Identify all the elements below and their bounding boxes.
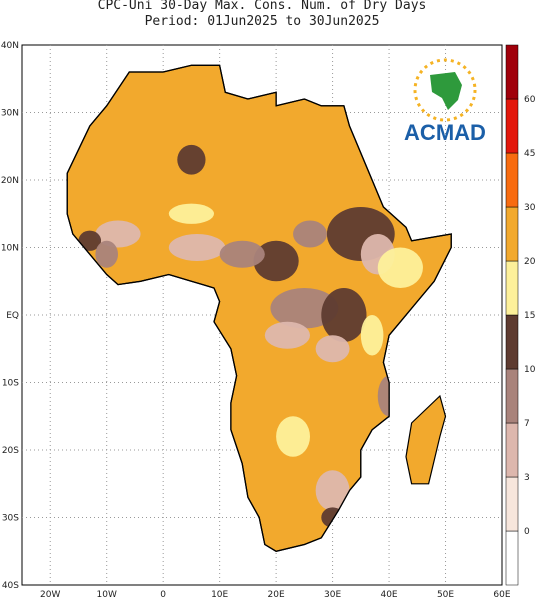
madagascar xyxy=(405,394,447,485)
logo-text: ACMAD xyxy=(404,120,486,145)
x-tick-label: 50E xyxy=(437,590,454,600)
dry-days-patch xyxy=(95,220,141,248)
colorbar-segment xyxy=(505,260,519,316)
x-tick-label: 10E xyxy=(211,590,228,600)
colorbar-segment xyxy=(505,476,519,532)
x-tick-label: 20E xyxy=(268,590,285,600)
dry-days-patch xyxy=(293,220,327,248)
x-tick-label: 30E xyxy=(324,590,341,600)
acmad-logo: ACMAD xyxy=(404,58,486,145)
colorbar-segment xyxy=(505,206,519,262)
colorbar-label: 7 xyxy=(524,419,530,429)
colorbar-label: 15 xyxy=(524,311,535,321)
colorbar-segment xyxy=(505,368,519,424)
dry-days-patch xyxy=(315,470,350,511)
colorbar-label: 30 xyxy=(524,203,536,213)
y-tick-label: 10N xyxy=(1,244,19,254)
map-title: CPC-Uni 30-Day Max. Cons. Num. of Dry Da… xyxy=(98,0,427,13)
dry-days-patch xyxy=(78,230,102,251)
colorbar-segment xyxy=(505,422,519,478)
dry-days-patch xyxy=(177,144,206,175)
dry-days-patch xyxy=(95,240,119,268)
dry-days-patch xyxy=(253,240,299,282)
x-tick-label: 20W xyxy=(40,590,60,600)
colorbar-label: 60 xyxy=(524,95,536,105)
colorbar-label: 0 xyxy=(524,527,530,537)
dry-days-patch xyxy=(168,203,215,224)
colorbar-segment xyxy=(505,98,519,154)
dry-days-patch xyxy=(315,335,350,363)
y-tick-label: 20N xyxy=(1,176,19,186)
dry-days-patch xyxy=(264,321,311,349)
y-tick-label: 30S xyxy=(2,514,19,524)
coastline xyxy=(66,64,452,552)
x-tick-label: 0 xyxy=(160,590,166,600)
colorbar-label: 10 xyxy=(524,365,536,375)
y-tick-label: 40N xyxy=(1,41,19,51)
colorbar-segment xyxy=(505,152,519,208)
y-tick-label: 40S xyxy=(2,581,19,591)
dry-days-patch xyxy=(219,240,265,268)
map-subtitle: Period: 01Jun2025 to 30Jun2025 xyxy=(145,14,380,29)
colorbar-segment xyxy=(505,530,519,586)
y-tick-label: 10S xyxy=(2,379,19,389)
dry-days-patch xyxy=(270,288,339,329)
colorbar-segment xyxy=(505,44,519,100)
y-tick-label: EQ xyxy=(6,311,19,321)
y-tick-label: 20S xyxy=(2,446,19,456)
colorbar-label: 45 xyxy=(524,149,535,159)
y-tick-label: 30N xyxy=(1,109,19,119)
dry-days-patch xyxy=(321,288,367,342)
colorbar-label: 3 xyxy=(524,473,530,483)
x-tick-label: 10W xyxy=(97,590,117,600)
dry-days-patch xyxy=(360,315,384,356)
dry-days-patch xyxy=(276,416,311,457)
colorbar-label: 20 xyxy=(524,257,536,267)
x-tick-label: 60E xyxy=(493,590,510,600)
dry-days-patch xyxy=(168,234,226,261)
dry-days-patch xyxy=(377,247,423,288)
x-tick-label: 40E xyxy=(380,590,397,600)
colorbar-segment xyxy=(505,314,519,370)
